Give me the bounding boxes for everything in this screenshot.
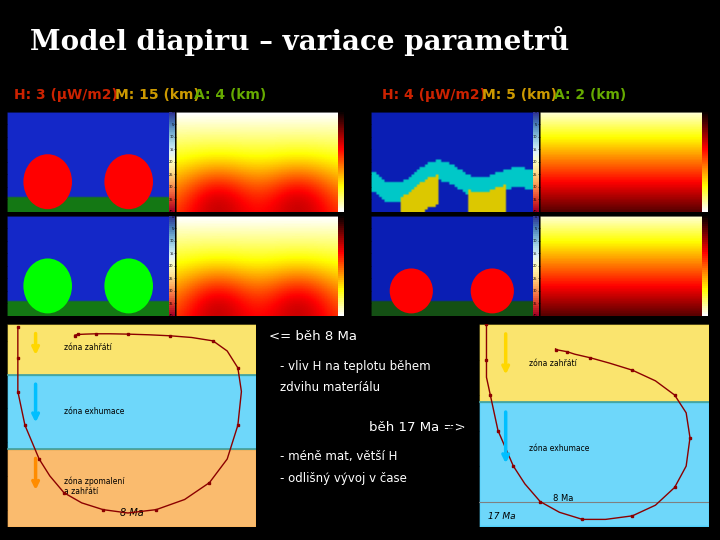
Text: zóna exhumace: zóna exhumace	[64, 407, 125, 416]
Text: - odlišný vývoj v čase: - odlišný vývoj v čase	[279, 472, 406, 485]
Text: zóna zpomalení
a zahřátí: zóna zpomalení a zahřátí	[64, 476, 125, 496]
Text: A: 4 (km): A: 4 (km)	[194, 88, 266, 102]
Text: - vliv H na teplotu během: - vliv H na teplotu během	[279, 361, 430, 374]
Text: M: 5 (km): M: 5 (km)	[482, 88, 557, 102]
Text: běh 17 Ma =>: běh 17 Ma =>	[369, 421, 465, 434]
Title: Output step: 1.2  Time: 5.11 Ma: Output step: 1.2 Time: 5.11 Ma	[419, 107, 485, 111]
Text: Model diapiru – variace parametrů: Model diapiru – variace parametrů	[30, 26, 569, 56]
Ellipse shape	[104, 154, 153, 209]
Y-axis label: P´ [kbar]: P´ [kbar]	[447, 403, 458, 447]
Text: A: 2 (km): A: 2 (km)	[554, 88, 626, 102]
X-axis label: Distance [km]: Distance [km]	[243, 220, 271, 224]
X-axis label: Distance [km]: Distance [km]	[74, 220, 102, 224]
Text: 8 Ma: 8 Ma	[120, 508, 143, 518]
Bar	[7, 324, 256, 375]
Text: IPSG: IPSG	[641, 28, 683, 42]
Ellipse shape	[24, 259, 72, 313]
Text: zóna zahřátí: zóna zahřátí	[528, 359, 577, 368]
Title: Output step: 16  Time: 5.00 Ma: Output step: 16 Time: 5.00 Ma	[56, 107, 120, 111]
Bar	[479, 324, 709, 402]
Text: 17 Ma: 17 Ma	[488, 512, 516, 521]
X-axis label: Distance [km]: Distance [km]	[438, 324, 466, 328]
Bar	[7, 375, 256, 449]
Bar	[7, 449, 256, 526]
Ellipse shape	[390, 268, 433, 313]
Text: M: 15 (km): M: 15 (km)	[115, 88, 200, 102]
X-axis label: Distance [km]: Distance [km]	[607, 324, 635, 328]
X-axis label: Distance [km]: Distance [km]	[74, 324, 102, 328]
Title: Output step: 1.9  Time: 8.01 Ma: Output step: 1.9 Time: 8.01 Ma	[588, 212, 654, 215]
Title: Current step: 36  Time: 8.00 Ma: Current step: 36 Time: 8.00 Ma	[225, 212, 290, 215]
Text: <= běh 8 Ma: <= běh 8 Ma	[269, 330, 357, 343]
Text: zdvihu materíálu: zdvihu materíálu	[279, 381, 379, 394]
Title: Output step: 2.1  Time: 5.01 Ma: Output step: 2.1 Time: 5.01 Ma	[588, 107, 654, 111]
Text: - méně mat, větší H: - méně mat, větší H	[279, 449, 397, 463]
Ellipse shape	[24, 154, 72, 209]
Title: Output step: 1.4  Time: 6.41 Ma: Output step: 1.4 Time: 6.41 Ma	[420, 212, 484, 215]
Text: zóna exhumace: zóna exhumace	[528, 444, 589, 453]
Text: 8 Ma: 8 Ma	[553, 495, 573, 503]
Title: Output step: 16  Time: 5.00 Ma: Output step: 16 Time: 5.00 Ma	[225, 107, 289, 111]
Ellipse shape	[471, 268, 514, 313]
Ellipse shape	[104, 259, 153, 313]
Title: Output step: 36  Time: 6.09 Ma: Output step: 36 Time: 6.09 Ma	[56, 212, 120, 215]
Text: H: 3 (μW/m2): H: 3 (μW/m2)	[14, 88, 118, 102]
X-axis label: Distance [km]: Distance [km]	[243, 324, 271, 328]
X-axis label: Distance [km]: Distance [km]	[607, 220, 635, 224]
X-axis label: Distance [km]: Distance [km]	[438, 220, 466, 224]
Bar	[479, 402, 709, 526]
Text: zóna zahřátí: zóna zahřátí	[64, 343, 112, 352]
Text: H: 4 (μW/m2): H: 4 (μW/m2)	[382, 88, 485, 102]
